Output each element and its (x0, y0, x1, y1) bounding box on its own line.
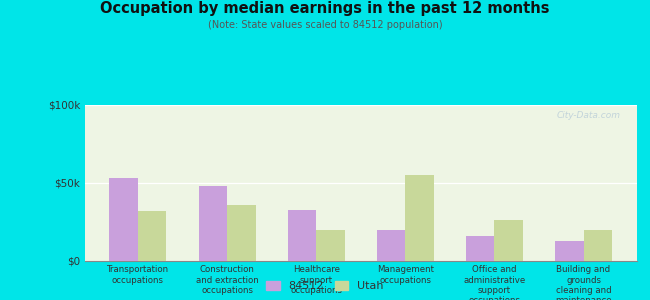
Bar (198, 186, 227, 261)
Bar (377, 230, 406, 261)
Bar (406, 175, 434, 261)
Bar (466, 236, 495, 261)
Legend: 84512, Utah: 84512, Utah (263, 277, 387, 294)
Bar (288, 209, 316, 261)
Bar (555, 241, 584, 261)
Bar (316, 230, 344, 261)
Bar (584, 230, 612, 261)
Bar (109, 178, 138, 261)
Bar (495, 220, 523, 261)
Text: (Note: State values scaled to 84512 population): (Note: State values scaled to 84512 popu… (208, 20, 442, 29)
Text: City-Data.com: City-Data.com (556, 111, 620, 120)
Text: Occupation by median earnings in the past 12 months: Occupation by median earnings in the pas… (100, 2, 550, 16)
Bar (138, 211, 166, 261)
Bar (227, 205, 255, 261)
